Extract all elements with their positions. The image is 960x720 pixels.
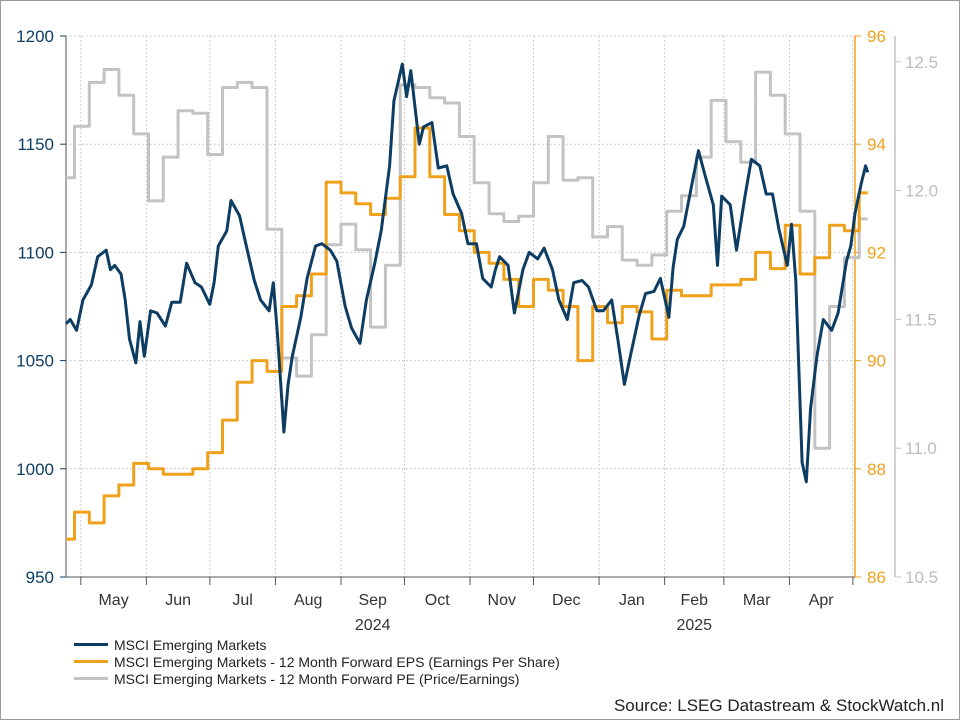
pe-tick-label: 11.0 (905, 439, 937, 458)
month-label: Dec (552, 592, 580, 609)
month-label: Feb (680, 592, 708, 609)
legend-swatch-index (74, 643, 108, 646)
legend-swatch-eps (74, 660, 108, 663)
legend: MSCI Emerging Markets MSCI Emerging Mark… (74, 636, 560, 687)
eps-line (66, 126, 868, 541)
left-tick-label: 950 (26, 568, 54, 587)
eps-tick-label: 94 (867, 135, 886, 154)
eps-tick-label: 90 (867, 352, 886, 371)
month-label: May (98, 592, 128, 609)
month-label: Oct (425, 592, 450, 609)
x-axis: May Jun Jul Aug Sep Oct Nov Dec Jan Feb Mar Apr 2024… (66, 576, 855, 634)
month-label: Aug (294, 592, 322, 609)
month-label: Mar (743, 592, 771, 609)
left-axis: 950 1000 1050 1100 1150 1200 (16, 27, 67, 587)
legend-label-pe: MSCI Emerging Markets - 12 Month Forward… (114, 670, 520, 687)
legend-item-index: MSCI Emerging Markets (74, 636, 560, 653)
left-tick-label: 1050 (16, 352, 54, 371)
legend-item-eps: MSCI Emerging Markets - 12 Month Forward… (74, 653, 560, 670)
pe-tick-label: 12.0 (905, 182, 938, 201)
left-tick-label: 1150 (17, 135, 54, 154)
eps-tick-label: 96 (867, 27, 886, 46)
eps-tick-label: 86 (867, 568, 886, 587)
month-label: Sep (358, 592, 387, 609)
right-axis-pe: 10.5 11.0 11.5 12.0 12.5 (894, 36, 938, 587)
legend-swatch-pe (74, 677, 108, 680)
series-lines (64, 62, 870, 541)
month-label: Jul (232, 592, 252, 609)
month-label: Jun (165, 592, 191, 609)
legend-label-eps: MSCI Emerging Markets - 12 Month Forward… (114, 653, 560, 670)
source-note: Source: LSEG Datastream & StockWatch.nl (613, 696, 944, 715)
year-label: 2024 (355, 617, 391, 634)
pe-line (66, 68, 868, 450)
year-label: 2025 (676, 617, 712, 634)
pe-tick-label: 12.5 (905, 53, 938, 72)
month-label: Apr (809, 592, 835, 609)
legend-label-index: MSCI Emerging Markets (114, 636, 267, 653)
eps-tick-label: 88 (867, 460, 886, 479)
right-axis-eps: 86 88 90 92 94 96 (854, 27, 886, 587)
legend-item-pe: MSCI Emerging Markets - 12 Month Forward… (74, 670, 560, 687)
index-line (64, 62, 870, 484)
eps-tick-label: 92 (867, 243, 886, 262)
left-tick-label: 1100 (17, 243, 54, 262)
left-tick-label: 1200 (16, 27, 54, 46)
pe-tick-label: 10.5 (905, 568, 938, 587)
pe-tick-label: 11.5 (905, 310, 937, 329)
month-label: Nov (488, 592, 516, 609)
month-label: Jan (619, 592, 645, 609)
left-tick-label: 1000 (16, 460, 54, 479)
